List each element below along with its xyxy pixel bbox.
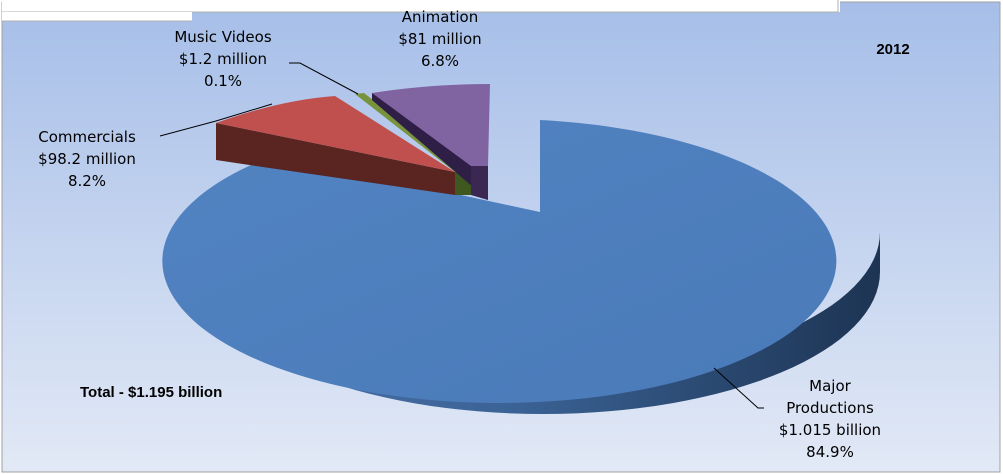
animation-name: Animation xyxy=(402,8,478,26)
leader-line-commercials xyxy=(159,103,273,137)
major-line-4: 84.9% xyxy=(806,443,854,461)
leader-line-major xyxy=(713,367,764,409)
animation-percent: 6.8% xyxy=(421,52,459,70)
top-left-notch xyxy=(2,12,192,21)
commercials-name: Commercials xyxy=(38,128,136,146)
major-line-2: Productions xyxy=(786,399,874,417)
data-label-commercials: Commercials $98.2 million 8.2% xyxy=(38,128,136,190)
slice-major-productions xyxy=(162,120,880,414)
data-label-animation: Animation $81 million 6.8% xyxy=(398,8,481,70)
slice-commercials-top xyxy=(216,96,455,172)
top-notch-left xyxy=(2,0,840,12)
data-label-major-productions: Major Productions $1.015 billion 84.9% xyxy=(779,377,881,461)
commercials-amount: $98.2 million xyxy=(38,150,136,168)
commercials-percent: 8.2% xyxy=(68,172,106,190)
slice-commercials xyxy=(216,96,455,195)
chart-title: 2012 xyxy=(876,41,909,58)
data-label-music-videos: Music Videos $1.2 million 0.1% xyxy=(174,28,271,90)
slice-commercials-side-2 xyxy=(216,160,455,195)
music-percent: 0.1% xyxy=(204,72,242,90)
slice-animation-side-2 xyxy=(471,166,488,200)
slice-animation xyxy=(372,84,490,200)
major-line-3: $1.015 billion xyxy=(779,421,881,439)
music-name: Music Videos xyxy=(174,28,271,46)
total-label: Total - $1.195 billion xyxy=(80,384,222,401)
major-line-1: Major xyxy=(809,377,851,395)
slice-commercials-side xyxy=(216,123,455,195)
slice-major-top xyxy=(162,120,837,403)
slice-animation-side xyxy=(372,93,488,200)
slice-animation-top xyxy=(372,84,490,166)
music-amount: $1.2 million xyxy=(179,50,267,68)
animation-amount: $81 million xyxy=(398,30,481,48)
leader-line-music xyxy=(289,62,359,95)
